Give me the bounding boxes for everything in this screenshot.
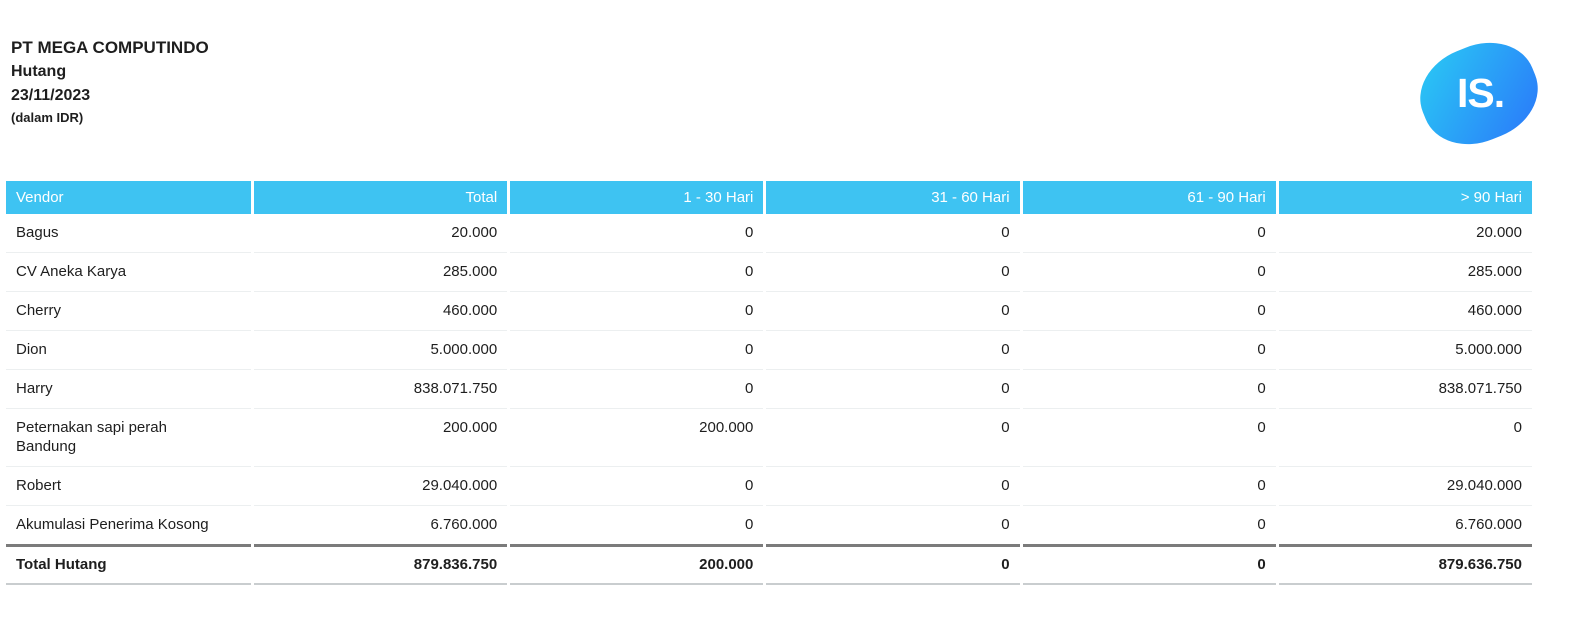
amount-cell: 0: [1022, 292, 1276, 331]
amount-cell: 0: [1022, 214, 1276, 253]
table-row: Akumulasi Penerima Kosong 6.760.000 0 0 0 6.7…: [6, 506, 1532, 544]
vendor-name: CV Aneka Karya: [16, 263, 127, 280]
amount-cell: 0: [766, 253, 1020, 292]
amount-cell: 0: [1278, 409, 1532, 467]
currency-note: (dalam IDR): [11, 110, 84, 125]
amount-cell: 0: [1022, 253, 1276, 292]
amount-cell: 460.000: [254, 292, 508, 331]
amount-cell: 0: [510, 214, 764, 253]
amount-cell: 0: [766, 409, 1020, 467]
total-label-cell: Total Hutang: [6, 544, 251, 585]
amount-cell: 0: [766, 292, 1020, 331]
vendor-name: Cherry: [16, 302, 62, 319]
amount-cell: 200.000: [510, 409, 764, 467]
table-row: Bagus 20.000 0 0 0 20.000: [6, 214, 1532, 253]
amount-cell: 5.000.000: [1278, 331, 1532, 370]
amount-cell: 0: [1022, 331, 1276, 370]
vendor-name: Robert: [16, 477, 62, 494]
amount-cell: 0: [745, 516, 754, 533]
amount-cell: 0: [1001, 516, 1010, 533]
report-header: PT MEGA COMPUTINDO Hutang 23/11/2023 (da…: [0, 0, 1580, 160]
vendor-cell: Robert: [6, 467, 251, 506]
amount-cell: 0: [510, 331, 764, 370]
table-row: Peternakan sapi perah Bandung 200.000 200.…: [6, 409, 1532, 467]
amount-cell: 0: [1022, 409, 1276, 467]
vendor-name: Peternakan sapi perah Bandung: [16, 419, 167, 455]
brand-logo-text: IS.: [1457, 70, 1505, 117]
amount-cell: 20.000: [1278, 214, 1532, 253]
amount-cell: 285.000: [1278, 253, 1532, 292]
column-header-61-90-hari: 61 - 90 Hari: [1022, 181, 1276, 214]
amount-cell: 0: [510, 370, 764, 409]
vendor-name: Akumulasi Penerima Kosong: [16, 516, 209, 533]
amount-cell: 29.040.000: [254, 467, 508, 506]
amount-cell: 6.760.000: [1455, 516, 1522, 533]
table-row: Cherry 460.000 0 0 0 460.000: [6, 292, 1532, 331]
report-title: Hutang: [11, 63, 67, 80]
payables-aging-table: Vendor Total 1 - 30 Hari 31 - 60 Hari 61 - 9…: [3, 181, 1535, 585]
vendor-cell: Bagus: [6, 214, 251, 253]
vendor-name: Dion: [16, 341, 47, 358]
vendor-name: Harry: [16, 380, 53, 397]
vendor-name: Bagus: [16, 224, 59, 241]
vendor-cell: Cherry: [6, 292, 251, 331]
table-row: Dion 5.000.000 0 0 0 5.000.000: [6, 331, 1532, 370]
amount-cell: 5.000.000: [254, 331, 508, 370]
total-amount-cell: 879.636.750: [1278, 544, 1532, 585]
amount-cell: 0: [766, 370, 1020, 409]
table-row: CV Aneka Karya 285.000 0 0 0 285.000: [6, 253, 1532, 292]
amount-cell: 0: [510, 253, 764, 292]
company-name: PT MEGA COMPUTINDO: [11, 38, 209, 57]
total-amount-cell: 0: [1022, 544, 1276, 585]
total-amount-cell: 0: [766, 544, 1020, 585]
amount-cell: 0: [1022, 467, 1276, 506]
vendor-cell: Harry: [6, 370, 251, 409]
amount-cell: 460.000: [1278, 292, 1532, 331]
amount-cell: 6.760.000: [430, 516, 498, 533]
vendor-cell: Akumulasi Penerima Kosong: [6, 506, 251, 544]
amount-cell: 0: [766, 214, 1020, 253]
amount-cell: 0: [1022, 370, 1276, 409]
amount-cell: 200.000: [254, 409, 508, 467]
table-total-row: Total Hutang 879.836.750 200.000 0 0 879.636.…: [6, 544, 1532, 585]
amount-cell: 0: [766, 467, 1020, 506]
column-header-90-hari: > 90 Hari: [1278, 181, 1532, 214]
amount-cell: 838.071.750: [254, 370, 508, 409]
amount-cell: 0: [510, 467, 764, 506]
amount-cell: 29.040.000: [1278, 467, 1532, 506]
total-amount-cell: 200.000: [510, 544, 764, 585]
vendor-cell: Dion: [6, 331, 251, 370]
amount-cell: 0: [510, 292, 764, 331]
column-header-31-60-hari: 31 - 60 Hari: [766, 181, 1020, 214]
amount-cell: 838.071.750: [1278, 370, 1532, 409]
table-row: Harry 838.071.750 0 0 0 838.071.750: [6, 370, 1532, 409]
amount-cell: 0: [1257, 516, 1266, 533]
vendor-cell: Peternakan sapi perah Bandung: [6, 409, 251, 467]
amount-cell: 285.000: [254, 253, 508, 292]
amount-cell: 20.000: [254, 214, 508, 253]
report-date: 23/11/2023: [11, 87, 91, 104]
total-amount-cell: 879.836.750: [254, 544, 508, 585]
column-header-vendor: Vendor: [6, 181, 251, 214]
column-header-1-30-hari: 1 - 30 Hari: [510, 181, 764, 214]
vendor-cell: CV Aneka Karya: [6, 253, 251, 292]
amount-cell: 0: [766, 331, 1020, 370]
table-header-row: Vendor Total 1 - 30 Hari 31 - 60 Hari 61 - 9…: [6, 181, 1532, 214]
column-header-total: Total: [254, 181, 508, 214]
table-row: Robert 29.040.000 0 0 0 29.040.000: [6, 467, 1532, 506]
